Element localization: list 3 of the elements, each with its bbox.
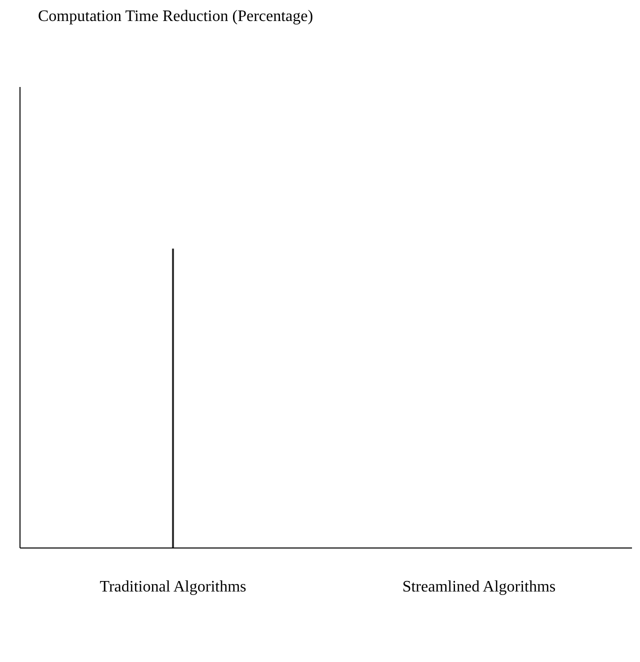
x-tick-label: Streamlined Algorithms [402, 578, 556, 596]
chart-title: Computation Time Reduction (Percentage) [37, 8, 314, 27]
x-tick-label: Traditional Algorithms [100, 578, 246, 596]
